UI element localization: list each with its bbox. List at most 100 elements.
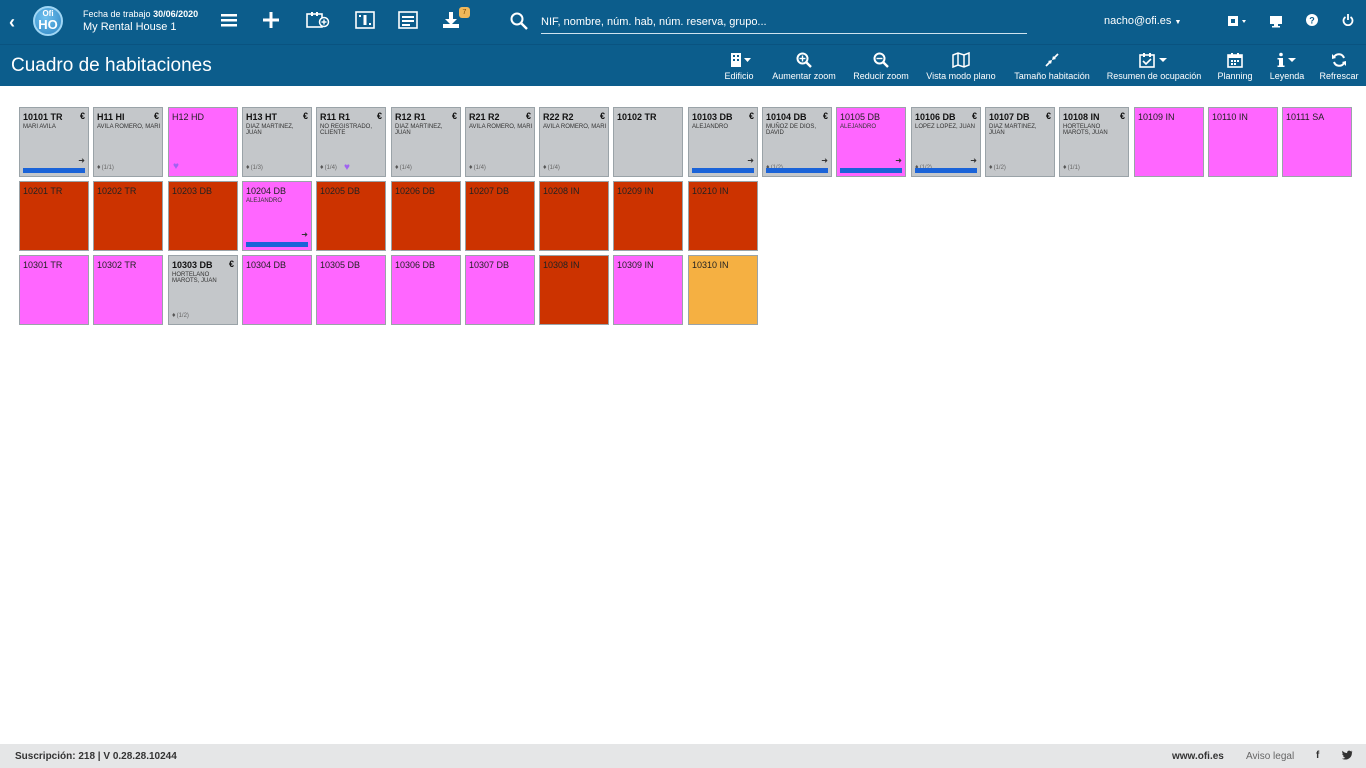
site-link[interactable]: www.ofi.es	[1172, 751, 1224, 762]
room-number: 10304 DB	[246, 260, 287, 270]
room-tile[interactable]: 10308 IN	[539, 255, 609, 325]
room-number: 10308 IN	[543, 260, 580, 270]
room-tile[interactable]: 10209 IN	[613, 181, 683, 251]
app-logo[interactable]: Ofi HO	[33, 6, 63, 36]
room-tile[interactable]: 10307 DB	[465, 255, 535, 325]
room-number: 10109 IN	[1138, 112, 1175, 122]
checkout-bar	[23, 168, 85, 173]
room-tile[interactable]: 10205 DB	[316, 181, 386, 251]
room-tile[interactable]: 10208 IN	[539, 181, 609, 251]
room-tile[interactable]: 10309 IN	[613, 255, 683, 325]
room-tile[interactable]: R12 R1 € DIAZ MARTINEZ, JUAN (1/4)	[391, 107, 461, 177]
svg-text:?: ?	[1309, 16, 1315, 26]
download-icon[interactable]: 7	[442, 7, 470, 33]
room-tile[interactable]: 10111 SA	[1282, 107, 1352, 177]
building-icon	[731, 53, 751, 67]
search-input[interactable]	[541, 10, 1027, 34]
room-tile[interactable]: 10305 DB	[316, 255, 386, 325]
room-tile[interactable]: 10207 DB	[465, 181, 535, 251]
search-icon[interactable]	[510, 12, 530, 32]
back-arrow-icon[interactable]: ‹	[9, 12, 15, 32]
language-flag-icon[interactable]	[1228, 14, 1248, 30]
work-date-label: Fecha de trabajo	[83, 9, 151, 19]
guest-name: NO REGISTRADO, CLIENTE	[320, 124, 373, 136]
new-booking-icon[interactable]	[306, 11, 330, 33]
room-number: H12 HD	[172, 112, 205, 122]
euro-icon: €	[79, 111, 85, 121]
toolbar-legend[interactable]: Leyenda	[1268, 52, 1306, 84]
room-tile[interactable]: 10104 DB€MUÑOZ DE DIOS, DAVID(1/2)➜	[762, 107, 832, 177]
room-tile[interactable]: 10304 DB	[242, 255, 312, 325]
pax-count: (1/4)	[469, 164, 486, 171]
room-tile[interactable]: 10206 DB	[391, 181, 461, 251]
toolbar-map-view[interactable]: Vista modo plano	[924, 52, 998, 84]
hotel-name[interactable]: My Rental House 1	[83, 21, 177, 33]
room-tile[interactable]: H13 HT € DIAZ MARTINEZ, JUAN (1/3)	[242, 107, 312, 177]
room-tile[interactable]: 10107 DB € DIAZ MARTINEZ, JUAN (1/2)	[985, 107, 1055, 177]
room-number: 10310 IN	[692, 260, 729, 270]
room-tile[interactable]: H12 HD ♥	[168, 107, 238, 177]
room-number: 10107 DB	[989, 112, 1030, 122]
room-tile[interactable]: 10202 TR	[93, 181, 163, 251]
guest-name: AVILA ROMERO, MARI	[543, 124, 607, 130]
room-tile[interactable]: R21 R2 € AVILA ROMERO, MARI (1/4)	[465, 107, 535, 177]
toolbar-building[interactable]: Edificio	[722, 52, 756, 84]
room-tile[interactable]: 10106 DB€LOPEZ LOPEZ, JUAN(1/2)➜	[911, 107, 981, 177]
guest-name: HORTELANO MAROTS, JUAN	[172, 272, 217, 284]
monitor-icon[interactable]	[1269, 14, 1283, 30]
toolbar-room-size[interactable]: Tamaño habitación	[1012, 52, 1092, 84]
guest-name: MUÑOZ DE DIOS, DAVID	[766, 124, 817, 136]
room-tile[interactable]: 10203 DB	[168, 181, 238, 251]
room-tile[interactable]: 10102 TR	[613, 107, 683, 177]
subscription-info: Suscripción: 218 | V 0.28.28.10244	[15, 751, 177, 762]
room-tile[interactable]: 10103 DB € ALEJANDRO ➜	[688, 107, 758, 177]
toolbar-occupancy-summary[interactable]: Resumen de ocupación	[1106, 52, 1202, 84]
checkout-bar	[915, 168, 977, 173]
room-tile[interactable]: 10210 IN	[688, 181, 758, 251]
guest-name: HORTELANO MAROTS, JUAN	[1063, 124, 1108, 136]
checkin-icon[interactable]	[355, 11, 377, 33]
euro-icon: €	[599, 111, 605, 121]
room-tile[interactable]: R22 R2 € AVILA ROMERO, MARI (1/4)	[539, 107, 609, 177]
room-tile[interactable]: 10310 IN	[688, 255, 758, 325]
toolbar-label: Tamaño habitación	[1014, 71, 1090, 81]
twitter-icon[interactable]	[1341, 750, 1353, 763]
legal-link[interactable]: Aviso legal	[1246, 751, 1295, 762]
page-title: Cuadro de habitaciones	[11, 55, 212, 76]
facebook-icon[interactable]: f	[1316, 750, 1320, 761]
add-icon[interactable]	[262, 11, 284, 33]
help-icon[interactable]: ?	[1306, 14, 1318, 30]
euro-icon: €	[376, 111, 382, 121]
toolbar-zoom-out[interactable]: Reducir zoom	[852, 52, 910, 84]
toolbar-planning[interactable]: Planning	[1216, 52, 1254, 84]
pax-count: (1/4)	[395, 164, 412, 171]
power-icon[interactable]	[1342, 14, 1354, 30]
room-tile[interactable]: 10201 TR	[19, 181, 89, 251]
room-tile[interactable]: 10301 TR	[19, 255, 89, 325]
room-tile[interactable]: 10109 IN	[1134, 107, 1204, 177]
toolbar-refresh[interactable]: Refrescar	[1318, 52, 1360, 84]
euro-icon: €	[302, 111, 308, 121]
room-number: 10203 DB	[172, 186, 213, 196]
room-tile[interactable]: 10110 IN	[1208, 107, 1278, 177]
room-tile[interactable]: 10105 DB ALEJANDRO ➜	[836, 107, 906, 177]
menu-icon[interactable]	[220, 11, 242, 33]
invoice-icon[interactable]	[398, 11, 420, 33]
guest-name: DIAZ MARTINEZ, JUAN	[395, 124, 443, 136]
toolbar: Cuadro de habitaciones Edificio Aumentar…	[0, 44, 1366, 86]
room-tile[interactable]: 10302 TR	[93, 255, 163, 325]
room-tile[interactable]: R11 R1 €NO REGISTRADO, CLIENTE (1/4) ♥	[316, 107, 386, 177]
room-tile[interactable]: 10306 DB	[391, 255, 461, 325]
room-number: 10307 DB	[469, 260, 510, 270]
room-tile[interactable]: H11 HI € AVILA ROMERO, MARI (1/1)	[93, 107, 163, 177]
user-menu[interactable]: nacho@ofi.es ▼	[1104, 15, 1181, 27]
room-tile[interactable]: 10108 IN € HORTELANO MAROTS, JUAN (1/1)	[1059, 107, 1129, 177]
room-tile[interactable]: 10101 TR € MARI AVILA ➜	[19, 107, 89, 177]
pax-count: (1/1)	[1063, 164, 1080, 171]
map-icon	[952, 52, 970, 68]
room-tile[interactable]: 10204 DB ALEJANDRO ➜	[242, 181, 312, 251]
room-tile[interactable]: 10303 DB € HORTELANO MAROTS, JUAN (1/2)	[168, 255, 238, 325]
room-number: 10103 DB	[692, 112, 733, 122]
room-number: 10301 TR	[23, 260, 63, 270]
toolbar-zoom-in[interactable]: Aumentar zoom	[770, 52, 838, 84]
